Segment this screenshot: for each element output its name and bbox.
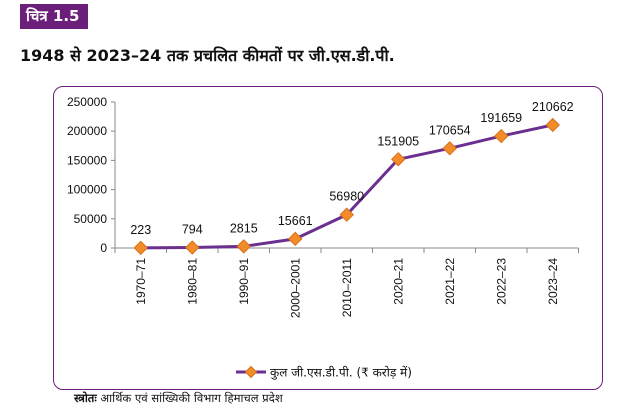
figure-label: चित्र 1.5 — [20, 4, 88, 29]
y-tick-label: 200000 — [67, 124, 107, 138]
data-label: 15661 — [278, 214, 313, 228]
x-tick-label: 1990–91 — [237, 258, 251, 305]
y-tick-label: 150000 — [67, 153, 107, 167]
data-point-marker — [494, 128, 509, 144]
source-text: आर्थिक एवं सांख्यिकी विभाग हिमाचल प्रदेश — [96, 391, 283, 405]
source-label: स्त्रोतः — [74, 391, 97, 405]
data-label: 151905 — [377, 134, 419, 148]
x-tick-label: 2010–2011 — [340, 258, 354, 318]
chart-frame — [53, 86, 603, 390]
data-point-marker — [545, 117, 560, 133]
data-point-marker — [391, 152, 406, 167]
legend-label: कुल जी.एस.डी.पी. (₹ करोड़ में) — [270, 366, 412, 381]
x-tick-label: 2000–2001 — [288, 258, 302, 318]
y-tick-label: 100000 — [67, 183, 107, 197]
data-label: 170654 — [429, 123, 471, 137]
data-label: 794 — [182, 223, 203, 237]
data-label: 210662 — [532, 100, 574, 114]
source-note: स्त्रोतः आर्थिक एवं सांख्यिकी विभाग हिमा… — [74, 391, 283, 406]
x-tick-label: 2020–21 — [391, 258, 405, 305]
data-label: 191659 — [480, 111, 522, 125]
data-point-marker — [288, 231, 303, 247]
x-tick-label: 2023–24 — [546, 258, 560, 305]
data-label: 2815 — [230, 221, 258, 235]
data-point-marker — [185, 240, 200, 255]
x-tick-label: 1970–71 — [134, 258, 148, 305]
legend-marker — [244, 365, 258, 379]
y-tick-label: 250000 — [67, 95, 107, 109]
data-point-marker — [442, 141, 457, 156]
x-tick-label: 1980–81 — [185, 258, 199, 305]
data-label: 223 — [130, 223, 151, 237]
chart-title: 1948 से 2023–24 तक प्रचलित कीमतों पर जी.… — [20, 46, 395, 65]
data-label: 56980 — [329, 190, 364, 204]
data-point-marker — [339, 207, 354, 222]
y-tick-label: 0 — [100, 241, 107, 255]
data-point-marker — [236, 239, 251, 254]
y-tick-label: 50000 — [74, 212, 108, 226]
data-point-marker — [133, 240, 148, 256]
x-tick-label: 2021–22 — [443, 258, 457, 305]
x-tick-label: 2022–23 — [494, 258, 508, 305]
